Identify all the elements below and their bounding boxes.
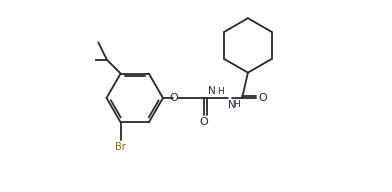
Text: N: N <box>229 99 236 109</box>
Text: H: H <box>217 87 223 96</box>
Text: N: N <box>208 86 216 96</box>
Text: H: H <box>233 99 240 108</box>
Text: O: O <box>169 93 178 103</box>
Text: O: O <box>200 117 209 127</box>
Text: O: O <box>258 93 267 103</box>
Text: Br: Br <box>115 142 126 152</box>
